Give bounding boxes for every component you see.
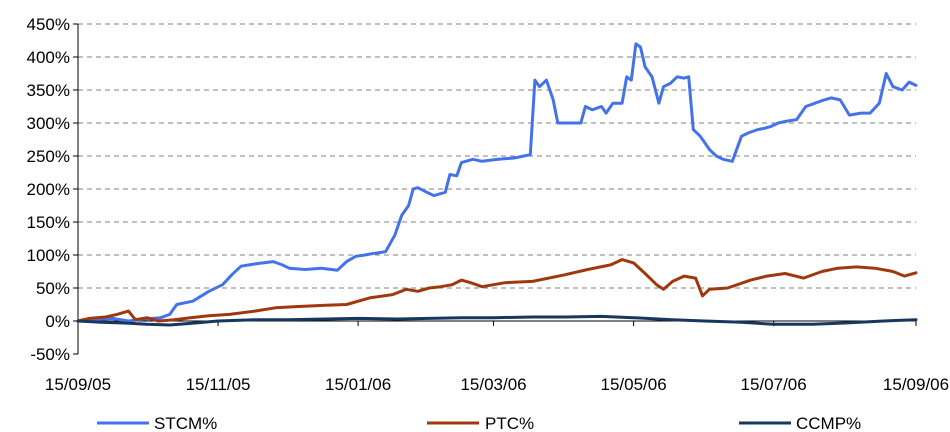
y-tick-labels: -50% 0% 50% 100% 150% 200% 250% 300% 350% 400% 450…: [27, 15, 70, 364]
legend-label-stcm: STCM%: [154, 414, 217, 432]
y-tick-label: 150%: [27, 213, 70, 232]
x-tick-label: 15/03/06: [460, 375, 526, 394]
x-tick-labels: 15/09/05 15/11/05 15/01/06 15/03/06 15/05/06…: [45, 375, 949, 394]
series-line-stcm: [76, 42, 918, 323]
y-tick-label: 250%: [27, 147, 70, 166]
x-tick-label: 15/09/05: [45, 375, 111, 394]
y-tick-label: -50%: [30, 345, 70, 364]
series-line-ccmp: [76, 314, 918, 327]
y-tick-label: 350%: [27, 81, 70, 100]
y-tick-label: 400%: [27, 48, 70, 67]
x-tick-label: 15/07/06: [741, 375, 807, 394]
x-tick-label: 15/01/06: [325, 375, 391, 394]
y-tick-label: 100%: [27, 246, 70, 265]
series-lines: [76, 42, 918, 327]
x-tick-label: 15/05/06: [601, 375, 667, 394]
gridlines: [78, 23, 916, 322]
x-tick-label: 15/09/06: [883, 375, 949, 394]
y-tick-label: 200%: [27, 180, 70, 199]
legend-label-ptc: PTC%: [485, 414, 534, 432]
legend-label-ccmp: CCMP%: [796, 414, 861, 432]
y-tick-label: 300%: [27, 114, 70, 133]
legend: STCM% PTC% CCMP%: [97, 414, 861, 432]
y-tick-label: 0%: [45, 312, 70, 331]
y-tick-label: 450%: [27, 15, 70, 34]
series-line-ptc: [76, 258, 918, 323]
x-tick-label: 15/11/05: [186, 375, 251, 394]
y-tick-label: 50%: [36, 279, 70, 298]
